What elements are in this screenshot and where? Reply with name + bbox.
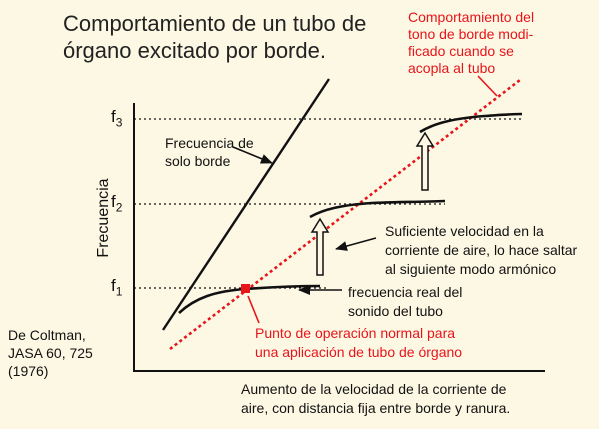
jump-note-pointer-arrow <box>335 237 377 251</box>
x-axis-line-1: Aumento de la velocidad de la corriente … <box>241 381 507 397</box>
real-freq-line-2: sonido del tubo <box>348 303 443 319</box>
citation-line-1: De Coltman, <box>8 327 86 343</box>
f1-base: f <box>111 276 116 295</box>
citation-line-2: JASA 60, 725 <box>8 345 93 361</box>
jump-note-line-3: al siguiente modo armónico <box>385 261 557 277</box>
f1-subscript: 1 <box>115 284 123 299</box>
f3-label: f3 <box>111 107 122 129</box>
jump-note-line-1: Suficiente velocidad en la <box>385 223 544 239</box>
x-axis-line-2: aire, con distancia fija entre borde y r… <box>241 400 511 416</box>
modified-tone-line-4: acopla al tubo <box>408 60 496 76</box>
real-frequency-label: frecuencia real del sonido del tubo <box>348 283 462 321</box>
edge-only-label: Frecuencia de solo borde <box>165 134 254 170</box>
edge-only-line-2: solo borde <box>165 153 231 169</box>
x-axis-label: Aumento de la velocidad de la corriente … <box>241 380 510 418</box>
operating-point-pointer-arrow <box>247 295 260 324</box>
modified-edge-tone-line <box>169 78 521 351</box>
y-axis-label: Frecuencia <box>95 178 112 258</box>
operating-point-line-2: una aplicación de tubo de órgano <box>255 344 463 360</box>
title-line-1: Comportamiento de un tubo de <box>63 11 367 36</box>
jump-arrow-1-to-2 <box>310 217 330 276</box>
modified-edge-tone-label: Comportamiento del tono de borde modi- f… <box>408 9 534 77</box>
edge-only-frequency-line <box>161 78 331 331</box>
mode3-curve <box>419 112 523 134</box>
modified-tone-line-1: Comportamiento del <box>408 9 535 25</box>
jump-note-label: Suficiente velocidad en la corriente de … <box>385 222 577 279</box>
edge-only-line-1: Frecuencia de <box>165 135 254 151</box>
f2-base: f <box>111 192 116 211</box>
diagram-title: Comportamiento de un tubo de órgano exci… <box>63 10 366 64</box>
f2-label: f2 <box>111 192 122 214</box>
operating-point-line-1: Punto de operación normal para <box>255 325 456 341</box>
citation-line-3: (1976) <box>8 363 49 379</box>
f3-base: f <box>111 107 116 126</box>
modified-tone-pointer-arrow <box>477 75 498 97</box>
modified-tone-line-3: ficado cuando se <box>408 43 514 59</box>
jump-note-line-2: corriente de aire, lo hace saltar <box>385 242 578 258</box>
jump-arrow-2-to-3 <box>415 131 435 191</box>
title-line-2: órgano excitado por borde. <box>63 38 326 63</box>
modified-tone-line-2: tono de borde modi- <box>408 26 534 42</box>
citation: De Coltman, JASA 60, 725 (1976) <box>8 326 93 380</box>
edge-only-pointer-arrow <box>232 146 273 164</box>
operating-point-marker <box>241 284 250 293</box>
real-freq-line-1: frecuencia real del <box>348 284 463 300</box>
mode2-curve <box>309 199 446 219</box>
f2-subscript: 2 <box>115 200 123 215</box>
f3-subscript: 3 <box>115 115 123 130</box>
operating-point-label: Punto de operación normal para una aplic… <box>255 324 462 362</box>
f1-label: f1 <box>111 276 122 298</box>
